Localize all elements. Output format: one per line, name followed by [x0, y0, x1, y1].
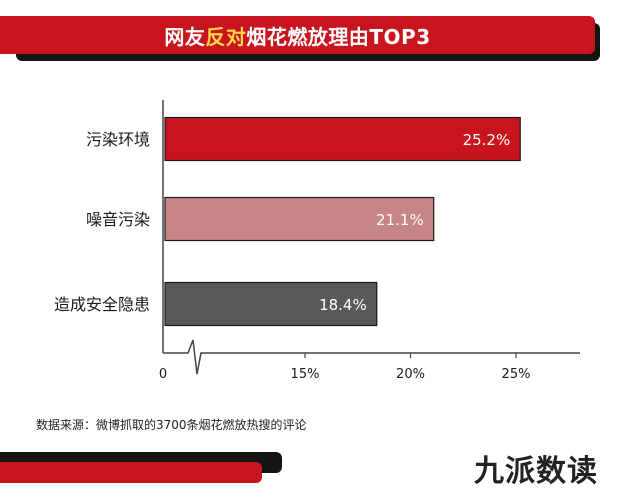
data-label-2: 21.1%: [376, 211, 424, 229]
bar-2: [164, 196, 435, 242]
x-tick-label-2: 15%: [291, 367, 320, 382]
title-highlight: 反对: [205, 24, 247, 49]
bar-1: [164, 116, 521, 162]
title-part-1: 网友: [164, 24, 206, 49]
title-part-3: 烟花燃放理由TOP3: [246, 24, 431, 49]
footer-red-bar: [0, 462, 262, 483]
x-tick-label-1: 0: [159, 367, 167, 382]
category-label-2: 噪音污染: [86, 210, 150, 229]
category-label-1: 污染环境: [86, 130, 150, 149]
category-label-3: 造成安全隐患: [54, 295, 150, 314]
data-label-1: 25.2%: [463, 131, 511, 149]
source-note: 数据来源：微博抓取的3700条烟花燃放热搜的评论: [36, 418, 307, 432]
data-label-3: 18.4%: [319, 296, 367, 314]
bar-3: [164, 281, 378, 327]
x-tick-label-3: 20%: [396, 367, 425, 382]
x-axis: [163, 339, 580, 375]
brand-logo: 九派数读: [474, 454, 598, 489]
x-tick-label-4: 25%: [502, 367, 531, 382]
chart-title: 网友 反对 烟花燃放理由TOP3: [0, 16, 595, 54]
